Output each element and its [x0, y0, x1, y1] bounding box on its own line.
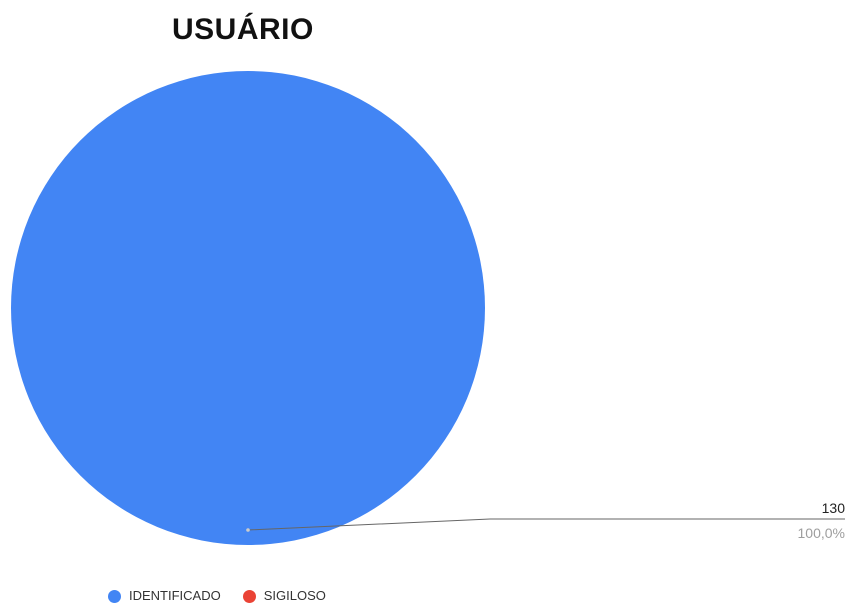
chart-title: USUÁRIO	[172, 13, 314, 46]
legend-item-sigiloso[interactable]: SIGILOSO	[242, 588, 326, 604]
slice-percent-label: 100,0%	[798, 525, 845, 541]
legend-label-sigiloso: SIGILOSO	[263, 588, 326, 603]
pie-slice-identificado[interactable]	[11, 71, 485, 545]
legend-item-identificado[interactable]: IDENTIFICADO	[108, 588, 221, 604]
slice-value-label: 130	[822, 500, 846, 516]
legend-swatch-sigiloso	[242, 589, 256, 603]
pie-slices	[11, 71, 485, 545]
callout-anchor-dot	[246, 528, 250, 532]
legend-swatch-identificado	[108, 589, 121, 603]
legend-label-identificado: IDENTIFICADO	[129, 588, 221, 603]
callout-leader-line	[247, 518, 845, 531]
slice-callout: 130 100,0%	[246, 500, 845, 541]
chart-legend: IDENTIFICADO SIGILOSO	[108, 588, 348, 604]
